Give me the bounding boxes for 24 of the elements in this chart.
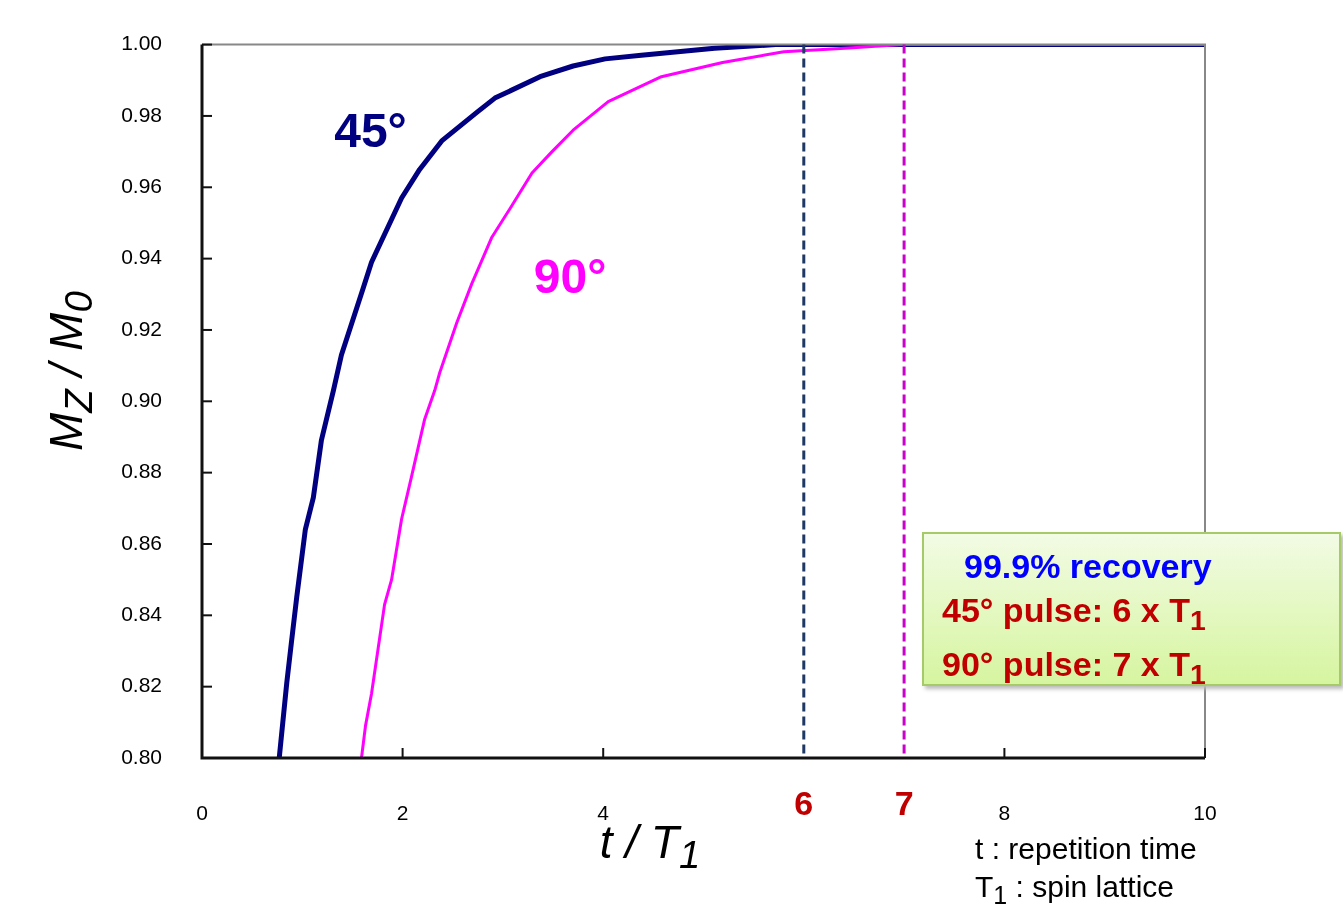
series-label: 90° [533, 250, 607, 304]
series-label: 45° [334, 104, 407, 158]
ref-line-label: 6 [794, 784, 814, 823]
x-tick-label: 0 [196, 801, 208, 825]
y-tick-label: 0.94 [121, 245, 163, 269]
y-tick-label: 0.88 [121, 459, 162, 483]
y-tick-label: 0.86 [121, 530, 162, 554]
ref-line-label: 7 [894, 784, 914, 823]
x-tick-label: 2 [396, 801, 409, 825]
y-tick-label: 1.00 [121, 31, 162, 55]
y-tick-label: 0.80 [121, 744, 162, 768]
annotation: 45° pulse: 6 x T$_{1}$ [941, 590, 1207, 638]
x-tick-label: 8 [998, 801, 1011, 825]
y-tick-label: 0.92 [121, 316, 162, 340]
y-tick-label: 0.90 [121, 388, 162, 412]
y-tick-label: 0.96 [121, 174, 162, 198]
y-tick-label: 0.84 [121, 602, 163, 626]
y-tick-label: 0.82 [121, 673, 162, 697]
annotation: 99.9% recovery [963, 546, 1213, 587]
y-tick-label: 0.98 [121, 102, 162, 126]
text: T$_{1}$ : spin lattice [975, 869, 1175, 911]
callout-box: 99.9% recovery 45° pulse: 6 x T$_{1}$ 90° pulse: 7 x T$_{1}$ [922, 532, 1341, 686]
x-tick-label: 10 [1193, 801, 1217, 825]
text: t : repetition time [975, 831, 1197, 867]
